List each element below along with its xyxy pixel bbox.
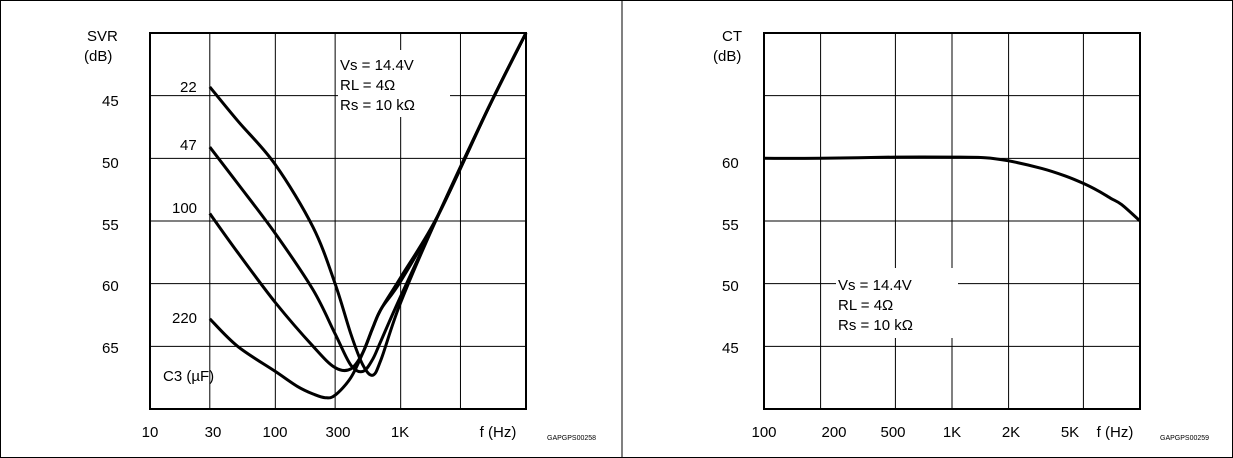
ct-condition-rs: Rs = 10 kΩ [838,317,913,334]
svr-xlabel: f (Hz) [480,424,517,441]
svr-condition-vs: Vs = 14.4V [340,57,414,74]
svr-ytick: 60 [102,278,119,295]
ct-conditions-box [836,268,958,338]
svr-xtick: 100 [262,424,287,441]
ct-ytick: 55 [722,217,739,234]
ct-curves [763,155,1142,223]
ct-curve [763,155,1142,223]
ct-xtick: 500 [880,424,905,441]
svr-grid [150,33,526,409]
svr-xtick: 30 [205,424,222,441]
ct-ytick: 60 [722,155,739,172]
svr-legend-title: C3 (µF) [163,368,214,385]
svr-condition-rl: RL = 4Ω [340,77,395,94]
ct-xtick: 2K [1002,424,1020,441]
svr-chart: SVR (dB) 45 50 55 60 65 10 30 100 300 1K… [84,28,596,442]
svr-curves [208,32,528,400]
ct-ytick: 50 [722,278,739,295]
ct-xtick: 200 [821,424,846,441]
svr-plot-frame [149,32,527,410]
ct-figure-code: GAPGPS00259 [1160,435,1209,442]
svr-condition-rs: Rs = 10 kΩ [340,97,415,114]
svr-ytick: 45 [102,93,119,110]
svr-xtick: 1K [391,424,409,441]
svr-series-label: 47 [180,137,197,154]
ct-grid [764,33,1140,409]
svr-series-label: 100 [172,200,197,217]
svr-series-label: 220 [172,310,197,327]
ct-xlabel: f (Hz) [1097,424,1134,441]
svr-ytick: 65 [102,340,119,357]
svr-ylabel: SVR [87,28,118,45]
svr-series-label: 22 [180,79,197,96]
ct-condition-vs: Vs = 14.4V [838,277,912,294]
ct-xtick: 100 [751,424,776,441]
svr-curve-220 [208,32,528,400]
svr-figure-code: GAPGPS00258 [547,435,596,442]
svr-yunit: (dB) [84,48,112,65]
svr-xtick: 300 [325,424,350,441]
svr-xtick: 10 [142,424,159,441]
svr-ytick: 50 [102,155,119,172]
svr-conditions-box [338,50,450,117]
ct-xtick: 1K [943,424,961,441]
ct-ylabel: CT [722,28,742,45]
ct-chart: CT (dB) 60 55 50 45 100 200 500 1K 2K 5K… [713,28,1209,442]
ct-condition-rl: RL = 4Ω [838,297,893,314]
svr-ytick: 55 [102,217,119,234]
ct-ytick: 45 [722,340,739,357]
ct-yunit: (dB) [713,48,741,65]
ct-xtick: 5K [1061,424,1079,441]
